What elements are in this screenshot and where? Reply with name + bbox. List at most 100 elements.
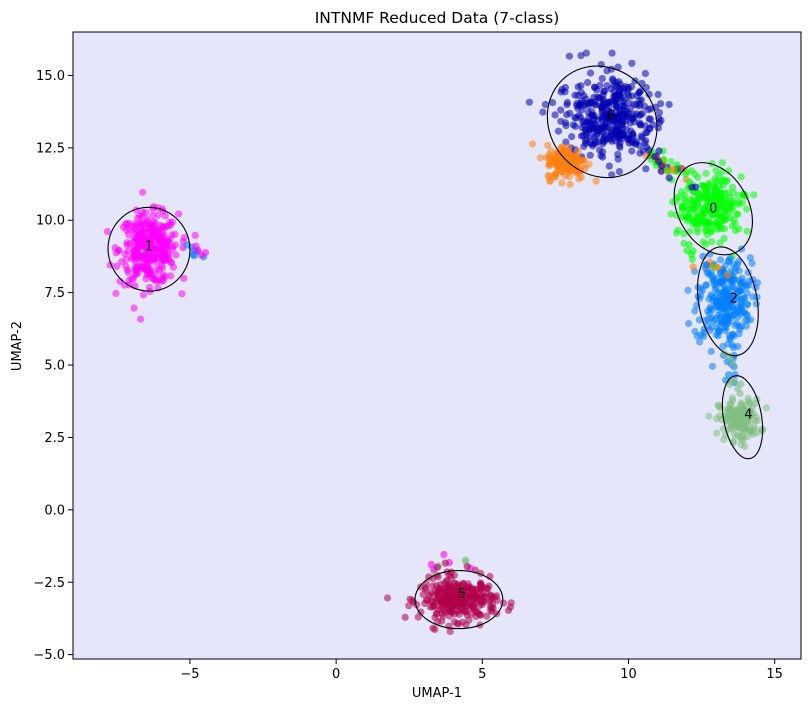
scatter-point bbox=[637, 132, 645, 140]
y-tick-label: 12.5 bbox=[36, 141, 65, 156]
scatter-point bbox=[563, 101, 571, 109]
scatter-point bbox=[716, 177, 725, 185]
scatter-point bbox=[691, 327, 699, 335]
scatter-point bbox=[645, 115, 653, 123]
scatter-point bbox=[434, 589, 442, 597]
x-tick-label: 15 bbox=[766, 667, 783, 682]
scatter-point bbox=[566, 180, 574, 189]
cluster-label-6: 6 bbox=[607, 109, 615, 124]
y-axis-label: UMAP-2 bbox=[10, 321, 25, 371]
scatter-point bbox=[702, 219, 711, 227]
scatter-point bbox=[720, 199, 728, 207]
scatter-point bbox=[597, 152, 605, 160]
scatter-point bbox=[525, 98, 534, 106]
scatter-point bbox=[736, 277, 744, 285]
scatter-point bbox=[574, 83, 582, 91]
scatter-point bbox=[433, 563, 441, 571]
plot-area bbox=[73, 32, 801, 659]
scatter-point bbox=[730, 376, 738, 384]
scatter-point bbox=[636, 121, 644, 129]
scatter-point bbox=[614, 155, 622, 163]
cluster-label-1: 1 bbox=[145, 239, 153, 254]
scatter-point bbox=[665, 174, 673, 182]
scatter-point bbox=[665, 100, 673, 109]
x-tick-label: 5 bbox=[478, 667, 486, 682]
scatter-point bbox=[719, 205, 728, 213]
scatter-point bbox=[705, 412, 713, 420]
scatter-point bbox=[722, 416, 731, 424]
x-axis-label: UMAP-1 bbox=[412, 686, 462, 701]
scatter-point bbox=[716, 313, 724, 321]
scatter-point bbox=[685, 320, 693, 328]
scatter-point bbox=[746, 254, 754, 262]
scatter-point bbox=[433, 609, 441, 618]
scatter-point bbox=[743, 227, 751, 235]
scatter-point bbox=[554, 127, 563, 135]
scatter-point bbox=[638, 79, 646, 87]
scatter-point bbox=[113, 262, 121, 270]
scatter-point bbox=[704, 307, 712, 315]
scatter-point bbox=[569, 121, 578, 129]
plot-frame bbox=[72, 31, 802, 660]
scatter-point bbox=[727, 199, 736, 208]
scatter-point bbox=[655, 147, 663, 155]
scatter-point bbox=[732, 415, 740, 423]
scatter-point bbox=[732, 210, 741, 218]
cluster-ellipse-5 bbox=[414, 570, 504, 630]
scatter-point bbox=[728, 183, 737, 191]
scatter-point bbox=[571, 91, 579, 99]
scatter-point bbox=[434, 618, 442, 626]
scatter-point bbox=[631, 140, 640, 148]
scatter-point bbox=[552, 170, 560, 178]
scatter-point bbox=[431, 625, 439, 634]
scatter-point bbox=[740, 411, 748, 419]
scatter-point bbox=[735, 286, 743, 294]
scatter-point bbox=[686, 209, 694, 218]
scatter-point bbox=[709, 317, 717, 325]
scatter-point bbox=[689, 201, 697, 209]
y-tick-label: 5.0 bbox=[44, 359, 65, 374]
scatter-point bbox=[727, 280, 735, 288]
scatter-point bbox=[717, 256, 725, 264]
scatter-point bbox=[565, 52, 574, 60]
scatter-point bbox=[702, 281, 710, 289]
scatter-point bbox=[718, 159, 727, 167]
scatter-point bbox=[718, 277, 726, 286]
scatter-point bbox=[726, 335, 734, 343]
scatter-point bbox=[582, 131, 590, 139]
scatter-point bbox=[615, 135, 623, 143]
scatter-point bbox=[733, 294, 741, 302]
scatter-point bbox=[591, 121, 599, 129]
scatter-point bbox=[743, 205, 751, 213]
y-tick-label: 7.5 bbox=[44, 286, 65, 301]
scatter-point bbox=[638, 110, 647, 118]
scatter-point bbox=[744, 300, 752, 308]
scatter-point bbox=[124, 268, 132, 276]
scatter-point bbox=[460, 598, 468, 607]
scatter-point bbox=[137, 315, 145, 323]
scatter-point bbox=[655, 109, 664, 117]
scatter-point bbox=[143, 242, 151, 250]
chart-title: INTNMF Reduced Data (7-class) bbox=[315, 9, 560, 27]
scatter-point bbox=[645, 90, 653, 98]
scatter-point bbox=[733, 319, 741, 327]
scatter-point bbox=[592, 137, 600, 145]
scatter-point bbox=[681, 198, 690, 206]
scatter-point bbox=[735, 225, 743, 233]
scatter-point bbox=[723, 177, 732, 185]
scatter-point bbox=[558, 148, 566, 156]
scatter-point bbox=[579, 162, 587, 170]
cluster-label-5: 5 bbox=[458, 587, 466, 602]
scatter-point bbox=[582, 49, 591, 57]
scatter-point bbox=[103, 228, 111, 236]
scatter-point bbox=[745, 425, 753, 433]
scatter-point bbox=[577, 52, 585, 60]
scatter-point bbox=[715, 224, 723, 232]
scatter-point bbox=[713, 204, 722, 212]
scatter-point bbox=[608, 171, 616, 179]
scatter-point bbox=[476, 579, 485, 587]
scatter-point bbox=[734, 421, 742, 429]
scatter-point bbox=[616, 106, 624, 114]
scatter-point bbox=[727, 205, 735, 213]
scatter-point bbox=[191, 231, 199, 239]
